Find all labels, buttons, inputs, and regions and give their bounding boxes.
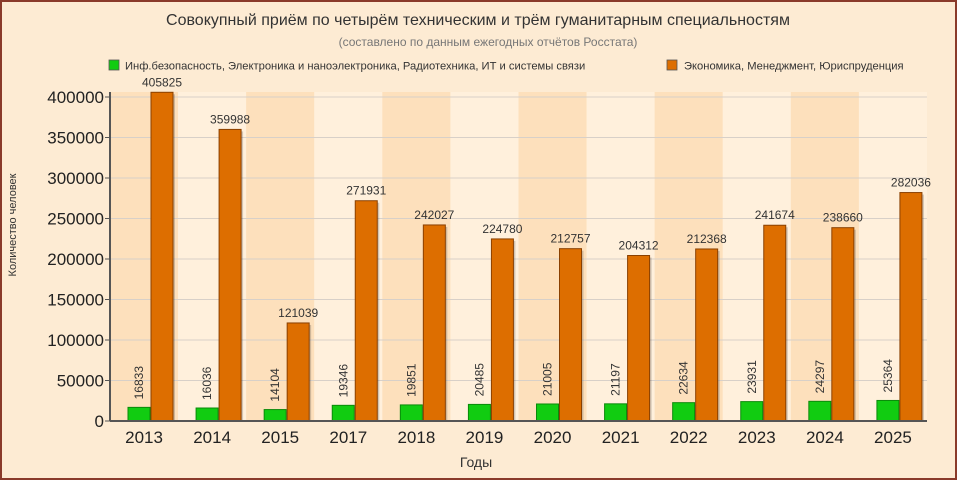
data-label: 14104 [268, 368, 282, 402]
legend-swatch-orange [667, 60, 677, 70]
bar-orange [151, 92, 173, 421]
x-tick-label: 2019 [466, 428, 504, 447]
y-tick-label: 350000 [47, 129, 104, 148]
y-tick-label: 400000 [47, 88, 104, 107]
y-tick-label: 100000 [47, 331, 104, 350]
bar-orange [355, 201, 377, 421]
bar-orange [491, 239, 513, 421]
data-label: 204312 [619, 239, 659, 253]
y-axis-title: Количество человек [7, 173, 19, 276]
bar-green [332, 405, 354, 421]
x-tick-label: 2021 [602, 428, 640, 447]
bar-green [741, 402, 763, 421]
bar-orange [219, 129, 241, 421]
bar-orange [423, 225, 445, 421]
data-label: 23931 [745, 360, 759, 394]
x-tick-label: 2024 [806, 428, 844, 447]
y-tick-label: 0 [95, 412, 104, 431]
bar-green [537, 404, 559, 421]
data-label: 238660 [823, 211, 863, 225]
bar-green [605, 404, 627, 421]
bar-orange [764, 225, 786, 421]
data-label: 21197 [609, 363, 623, 396]
data-label: 20485 [472, 363, 486, 397]
legend: Инф.безопасность, Электроника и наноэлек… [109, 60, 904, 73]
chart-title: Совокупный приём по четырём техническим … [166, 12, 790, 29]
y-tick-label: 250000 [47, 210, 104, 229]
legend-label-orange: Экономика, Менеджмент, Юриспруденция [684, 61, 904, 73]
x-tick-label: 2023 [738, 428, 776, 447]
bar-green [264, 410, 286, 421]
chart-subtitle: (составлено по данным ежегодных отчётов … [339, 35, 638, 49]
y-tick-label: 150000 [47, 291, 104, 310]
bar-green [128, 407, 150, 421]
x-tick-label: 2025 [874, 428, 912, 447]
x-tick-label: 2017 [329, 428, 367, 447]
data-label: 21005 [541, 362, 555, 396]
data-label: 212368 [687, 232, 727, 246]
bar-orange [900, 193, 922, 421]
y-tick-label: 50000 [57, 372, 104, 391]
bar-orange [287, 323, 309, 421]
data-label: 242027 [414, 208, 454, 222]
data-label: 19851 [404, 363, 418, 397]
bar-orange [560, 249, 582, 421]
bar-green [809, 401, 831, 421]
x-tick-label: 2020 [534, 428, 572, 447]
data-label: 212757 [550, 232, 590, 246]
x-tick-label: 2014 [193, 428, 231, 447]
data-label: 16833 [132, 366, 146, 400]
data-label: 282036 [891, 176, 931, 190]
y-tick-label: 300000 [47, 169, 104, 188]
data-label: 25364 [881, 359, 895, 393]
data-label: 271931 [346, 184, 386, 198]
x-tick-label: 2013 [125, 428, 163, 447]
bar-orange [832, 228, 854, 421]
x-tick-label: 2015 [261, 428, 299, 447]
data-label: 405825 [142, 75, 182, 89]
data-label: 359988 [210, 112, 250, 126]
y-tick-label: 200000 [47, 250, 104, 269]
data-label: 19346 [336, 364, 350, 398]
data-label: 24297 [813, 360, 827, 394]
data-label: 241674 [755, 208, 795, 222]
bar-orange [696, 249, 718, 421]
legend-label-green: Инф.безопасность, Электроника и наноэлек… [125, 61, 585, 73]
bar-green [673, 403, 695, 421]
data-label: 121039 [278, 306, 318, 320]
bar-green [400, 405, 422, 421]
x-axis-title: Годы [460, 454, 492, 470]
legend-swatch-green [109, 60, 119, 70]
x-tick-label: 2018 [397, 428, 435, 447]
data-label: 16036 [200, 366, 214, 400]
bar-green [877, 400, 899, 421]
x-tick-label: 2022 [670, 428, 708, 447]
bar-green [196, 408, 218, 421]
data-label: 224780 [482, 222, 522, 236]
bar-orange [628, 256, 650, 421]
data-label: 22634 [677, 361, 691, 395]
bar-green [468, 404, 490, 421]
